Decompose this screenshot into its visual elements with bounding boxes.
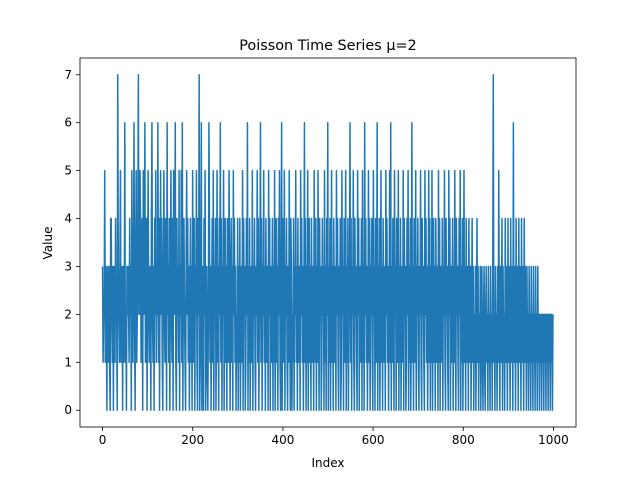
x-axis-label: Index [311,456,344,470]
axes-frame [79,57,577,428]
y-tick-label: 0 [64,403,72,417]
y-axis-label: Value [41,227,55,260]
x-tick-label: 400 [271,433,294,447]
y-tick-label: 7 [64,68,72,82]
x-tick-label: 1000 [538,433,569,447]
y-tick-label: 3 [64,259,72,273]
x-tick-label: 800 [452,433,475,447]
y-tick-label: 1 [64,355,72,369]
series-line [101,74,554,411]
chart-title: Poisson Time Series μ=2 [239,38,416,54]
y-tick-label: 4 [64,212,72,226]
y-tick-label: 5 [64,164,72,178]
x-tick-label: 0 [99,433,107,447]
y-tick-label: 2 [64,307,72,321]
x-tick-label: 200 [181,433,204,447]
x-tick-label: 600 [362,433,385,447]
y-tick-label: 6 [64,116,72,130]
plot-area: 0 200 400 600 800 1000 0 1 2 3 4 5 6 7 [64,57,577,447]
